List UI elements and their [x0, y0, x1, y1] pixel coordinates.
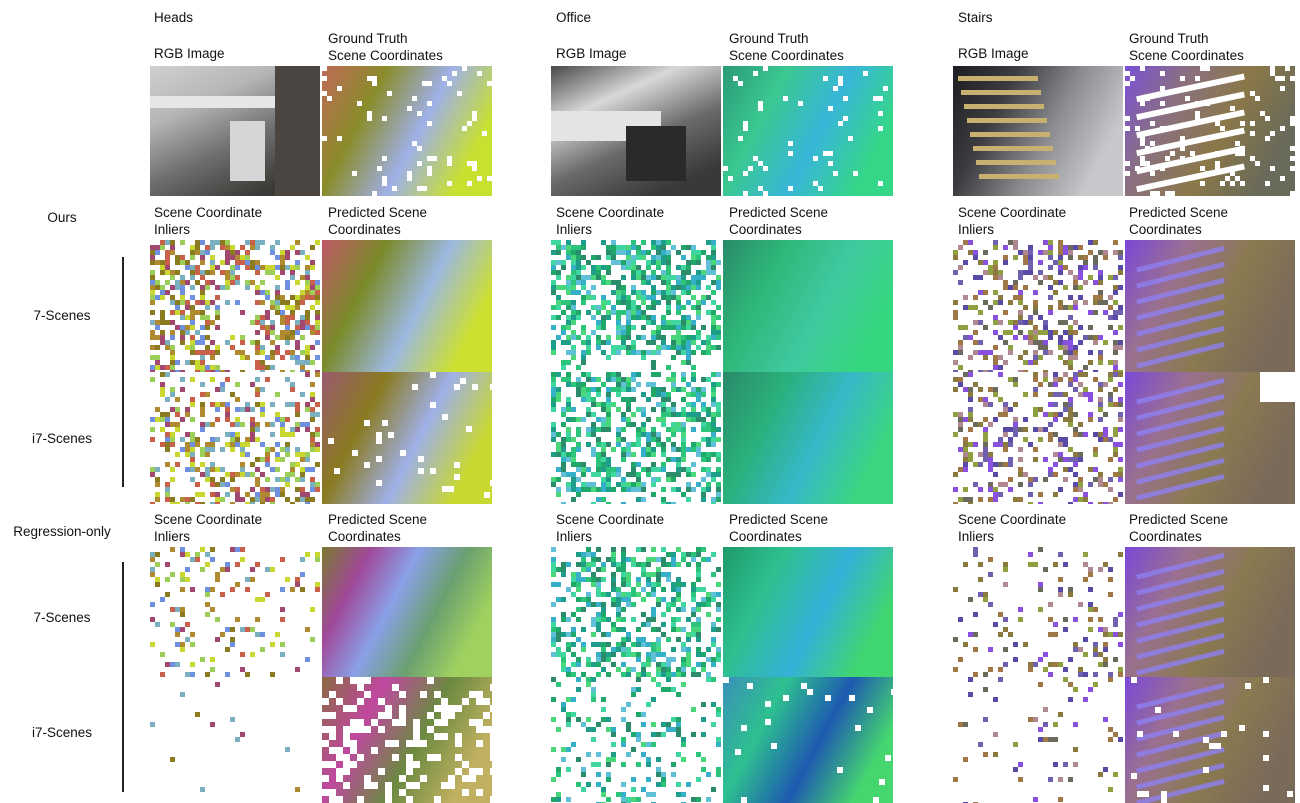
scene-title-office: Office: [556, 10, 592, 25]
ours-7scenes-inliers-office: [551, 240, 721, 372]
gt-label-office: Ground Truth Scene Coordinates: [729, 31, 844, 63]
row-label-ours: Ours: [47, 210, 77, 225]
reg-inliers-label-office: Scene Coordinate Inliers: [556, 512, 665, 544]
ours-i7scenes-inliers-office: [551, 372, 721, 504]
rgb-image-heads: [150, 66, 320, 196]
row-label-ours-i7scenes: i7-Scenes: [31, 431, 93, 446]
bracket-line-regression: [122, 562, 124, 792]
reg-7scenes-pred-office: [723, 547, 893, 677]
rgb-image-stairs: [953, 66, 1123, 196]
gt-label-stairs: Ground Truth Scene Coordinates: [1129, 31, 1244, 63]
ours-pred-label-stairs: Predicted Scene Coordinates: [1129, 205, 1229, 237]
ours-pred-label-heads: Predicted Scene Coordinates: [328, 205, 428, 237]
ours-7scenes-inliers-heads: [150, 240, 320, 372]
rgb-label-office: RGB Image: [556, 46, 627, 61]
ours-7scenes-pred-office: [723, 240, 893, 372]
reg-7scenes-pred-heads: [322, 547, 492, 677]
scene-title-stairs: Stairs: [958, 10, 993, 25]
ours-i7scenes-pred-heads: [322, 372, 492, 504]
reg-i7scenes-inliers-heads: [150, 677, 320, 803]
ours-inliers-label-heads: Scene Coordinate Inliers: [154, 205, 263, 237]
ours-inliers-label-office: Scene Coordinate Inliers: [556, 205, 665, 237]
row-label-regression: Regression-only: [13, 524, 111, 539]
ours-i7scenes-pred-stairs: [1125, 372, 1295, 504]
gt-coords-office: [723, 66, 893, 196]
gt-label-heads: Ground Truth Scene Coordinates: [328, 31, 443, 63]
reg-i7scenes-inliers-stairs: [953, 677, 1123, 803]
reg-i7scenes-pred-heads: [322, 677, 492, 803]
row-label-ours-7scenes: 7-Scenes: [33, 308, 91, 323]
reg-i7scenes-pred-office: [723, 677, 893, 803]
reg-i7scenes-inliers-office: [551, 677, 721, 803]
gt-coords-stairs: [1125, 66, 1295, 196]
reg-pred-label-heads: Predicted Scene Coordinates: [328, 512, 428, 544]
reg-inliers-label-stairs: Scene Coordinate Inliers: [958, 512, 1067, 544]
rgb-label-heads: RGB Image: [154, 46, 225, 61]
reg-i7scenes-pred-stairs: [1125, 677, 1295, 803]
bracket-line-ours: [122, 257, 124, 487]
reg-inliers-label-heads: Scene Coordinate Inliers: [154, 512, 263, 544]
row-label-reg-7scenes: 7-Scenes: [33, 610, 91, 625]
reg-pred-label-stairs: Predicted Scene Coordinates: [1129, 512, 1229, 544]
rgb-image-office: [551, 66, 721, 196]
rgb-label-stairs: RGB Image: [958, 46, 1029, 61]
reg-7scenes-inliers-heads: [150, 547, 320, 677]
scene-title-heads: Heads: [154, 10, 194, 25]
ours-inliers-label-stairs: Scene Coordinate Inliers: [958, 205, 1067, 237]
ours-7scenes-pred-heads: [322, 240, 492, 372]
reg-pred-label-office: Predicted Scene Coordinates: [729, 512, 829, 544]
ours-i7scenes-pred-office: [723, 372, 893, 504]
ours-7scenes-pred-stairs: [1125, 240, 1295, 372]
gt-coords-heads: [322, 66, 492, 196]
reg-7scenes-inliers-office: [551, 547, 721, 677]
ours-i7scenes-inliers-stairs: [953, 372, 1123, 504]
ours-7scenes-inliers-stairs: [953, 240, 1123, 372]
reg-7scenes-pred-stairs: [1125, 547, 1295, 677]
reg-7scenes-inliers-stairs: [953, 547, 1123, 677]
ours-i7scenes-inliers-heads: [150, 372, 320, 504]
row-label-reg-i7scenes: i7-Scenes: [31, 725, 93, 740]
ours-pred-label-office: Predicted Scene Coordinates: [729, 205, 829, 237]
